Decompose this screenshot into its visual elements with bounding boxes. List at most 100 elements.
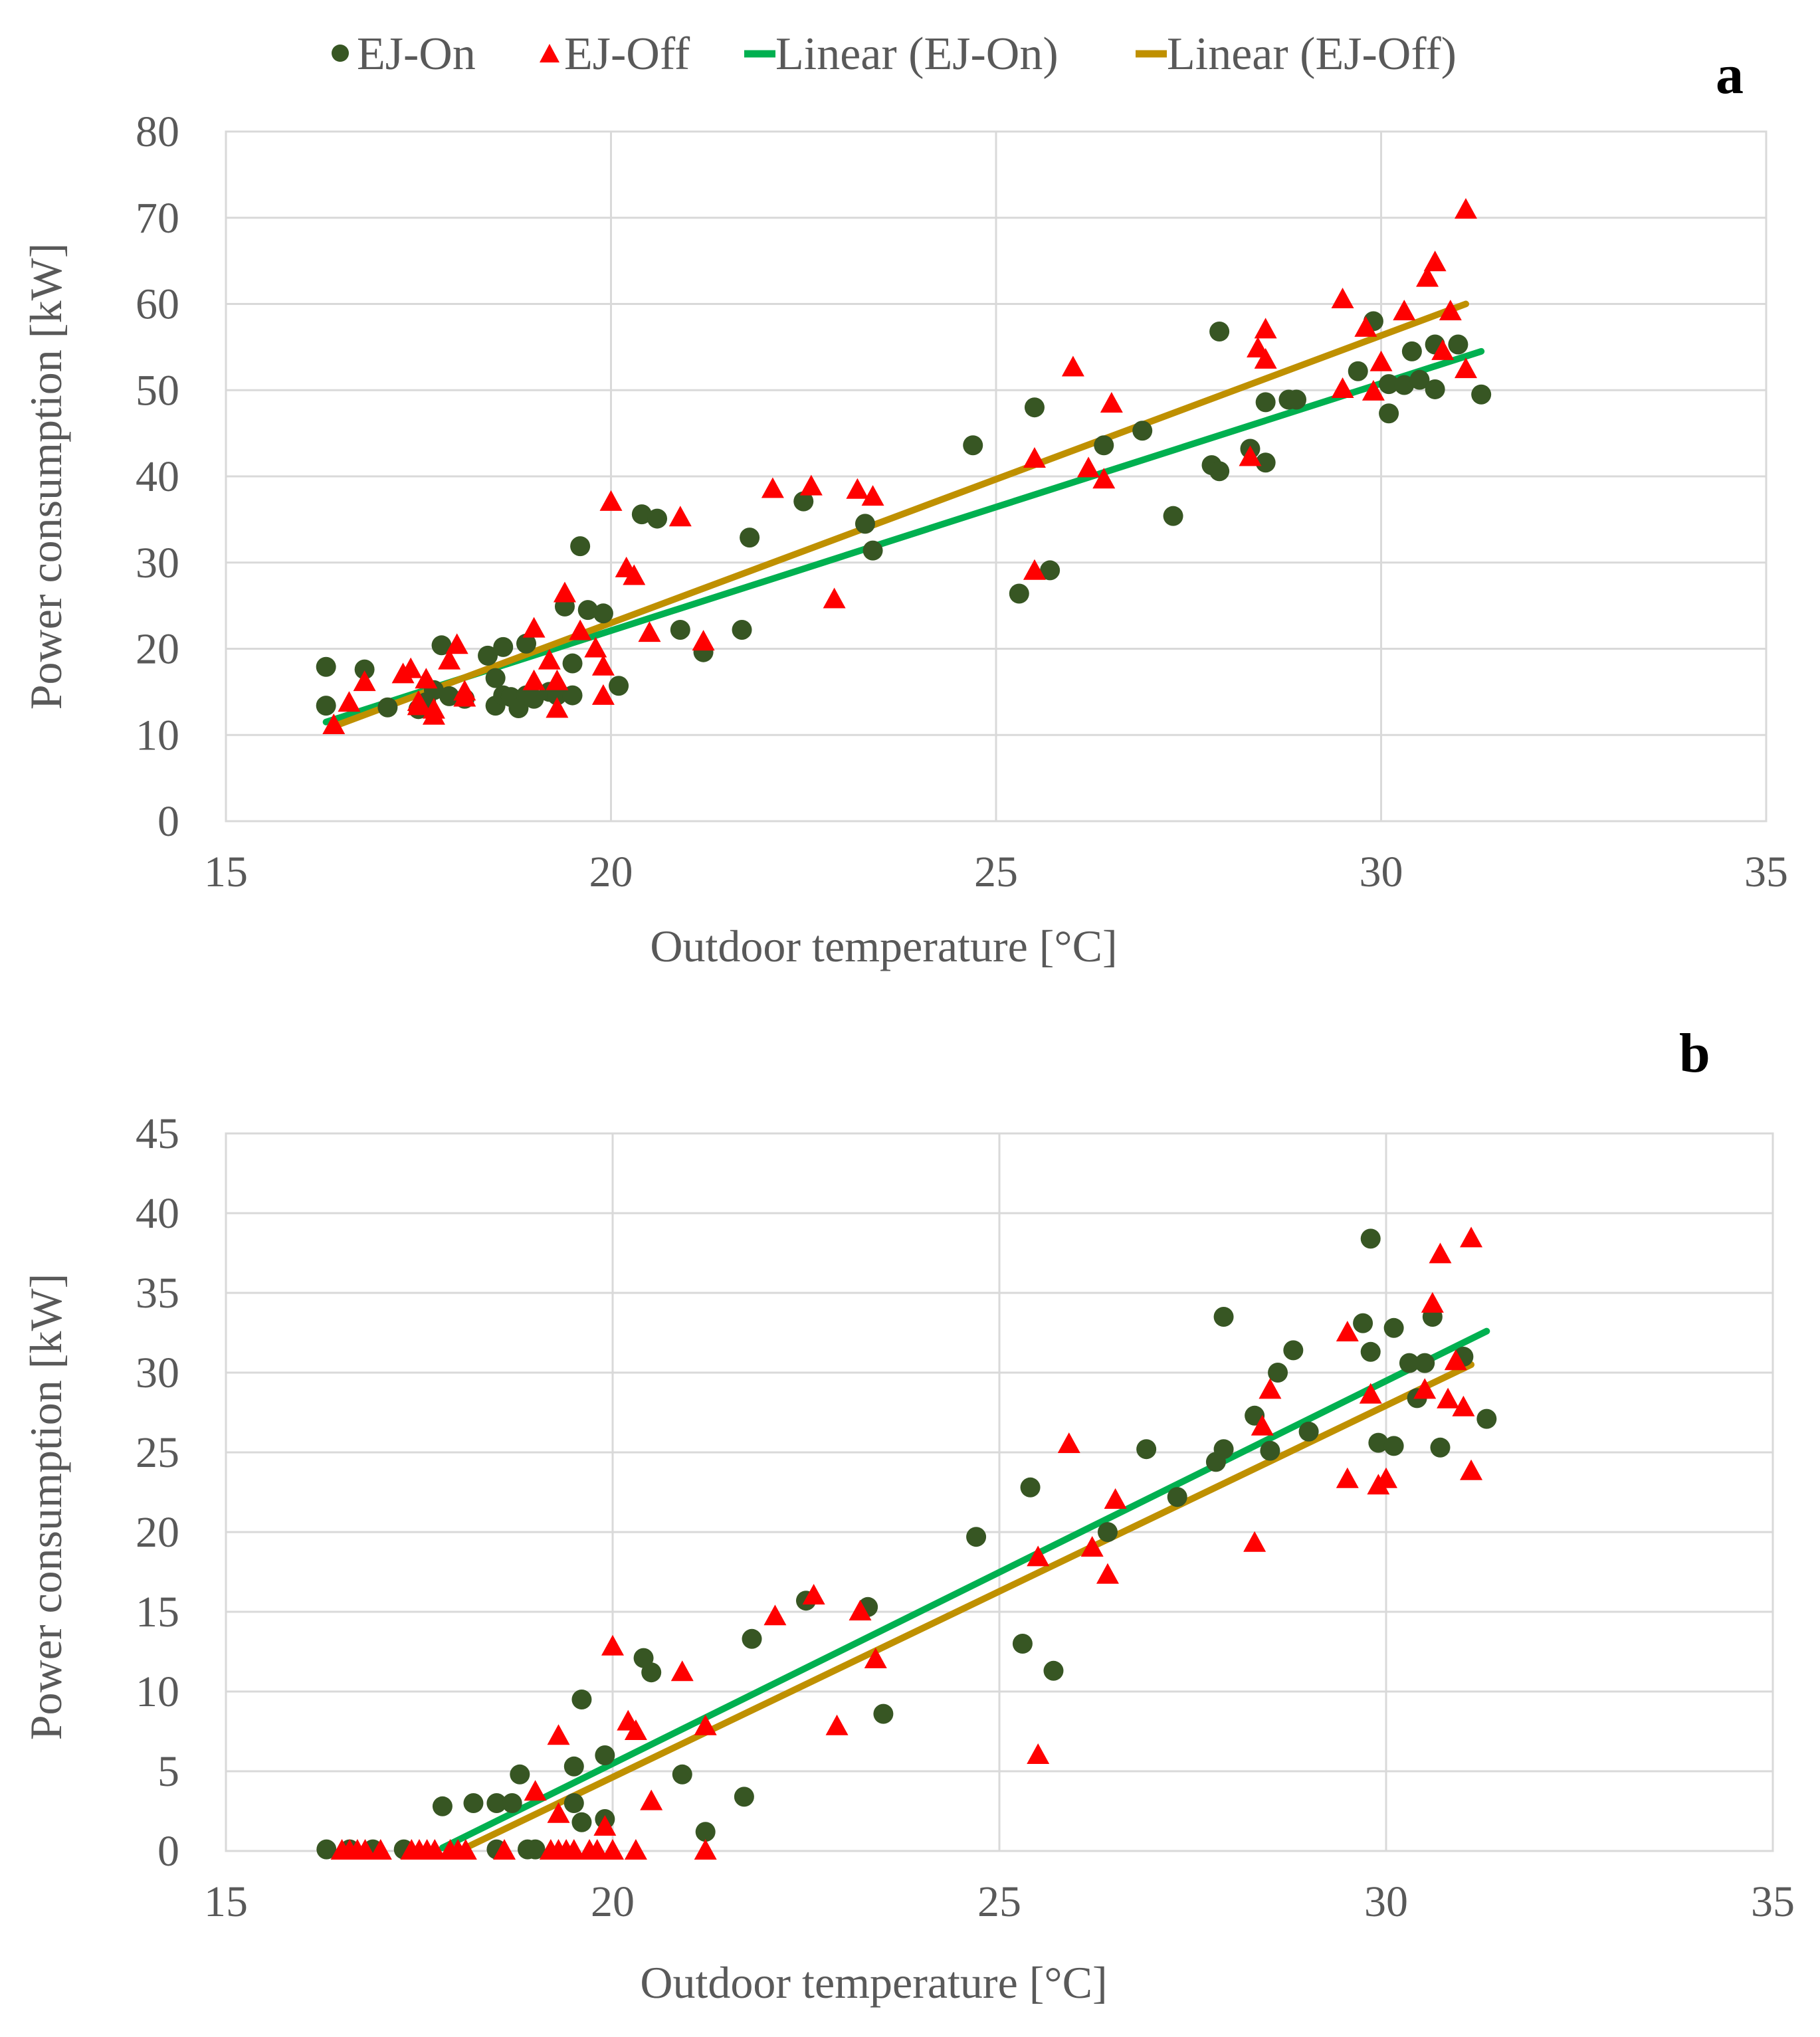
point-ej-on xyxy=(354,659,375,680)
point-ej-on xyxy=(547,685,567,706)
point-ej-on xyxy=(1430,1437,1451,1458)
point-ej-off xyxy=(1027,1743,1050,1764)
point-ej-on xyxy=(1213,1307,1234,1327)
point-ej-off xyxy=(538,648,561,670)
point-ej-off xyxy=(1429,1242,1452,1264)
point-ej-off xyxy=(1452,1395,1475,1416)
point-ej-on xyxy=(1409,369,1430,390)
point-ej-off xyxy=(1259,1378,1282,1399)
trendline-ej-on-b xyxy=(439,1327,1490,1852)
point-ej-on xyxy=(571,1690,592,1709)
point-ej-on xyxy=(563,1756,584,1777)
point-ej-on xyxy=(432,1796,453,1816)
point-ej-off xyxy=(638,621,661,642)
x-tick-label: 20 xyxy=(591,1878,635,1926)
point-ej-off xyxy=(1092,468,1116,489)
point-ej-on xyxy=(1379,403,1399,424)
point-ej-off xyxy=(601,1839,624,1860)
point-ej-on xyxy=(1020,1477,1041,1498)
point-ej-on xyxy=(734,1787,754,1807)
point-ej-off xyxy=(1460,1459,1483,1480)
point-ej-off xyxy=(445,633,468,654)
point-ej-off xyxy=(599,490,623,511)
point-ej-on xyxy=(1353,1313,1373,1333)
point-ej-on xyxy=(1132,421,1153,441)
point-ej-on xyxy=(1368,1432,1389,1453)
legend-marker-ej-on xyxy=(332,45,349,62)
point-ej-off xyxy=(861,485,884,506)
point-ej-on xyxy=(1209,461,1230,482)
point-ej-off xyxy=(522,669,546,690)
point-ej-off xyxy=(1254,318,1277,339)
point-ej-on xyxy=(1383,1436,1404,1456)
point-ej-on xyxy=(1448,334,1468,355)
point-ej-on xyxy=(1012,1634,1033,1654)
point-ej-off xyxy=(692,630,715,651)
point-ej-off xyxy=(591,654,615,676)
point-ej-on xyxy=(563,1793,584,1813)
point-ej-off xyxy=(522,617,546,638)
point-ej-on xyxy=(1383,1317,1404,1338)
point-ej-off xyxy=(1444,1349,1467,1371)
point-ej-on xyxy=(862,540,883,561)
point-ej-off xyxy=(825,1714,849,1735)
point-ej-off xyxy=(1460,1226,1483,1248)
y-tick-label: 80 xyxy=(136,108,179,156)
point-ej-off xyxy=(694,1839,717,1860)
point-ej-off xyxy=(1104,1488,1127,1509)
panel-letter-b: b xyxy=(1679,1022,1710,1084)
y-axis-title-b: Power consumption [kW] xyxy=(21,1274,71,1741)
point-ej-off xyxy=(354,1839,377,1860)
point-ej-off xyxy=(802,1584,825,1604)
legend-label-linear-ej-off: Linear (EJ-Off) xyxy=(1167,29,1457,80)
point-ej-off xyxy=(422,704,445,725)
point-ej-off xyxy=(407,690,430,711)
x-tick-label: 30 xyxy=(1364,1878,1408,1926)
point-ej-off xyxy=(1080,1536,1104,1557)
point-ej-on xyxy=(562,653,583,674)
point-ej-off xyxy=(454,1839,477,1860)
point-ej-on xyxy=(1255,452,1276,473)
point-ej-off xyxy=(1454,357,1477,379)
chart-panel-b: b 0 5 10 15 20 25 30 35 40 45 15 20 25 30 35 Outdoor t… xyxy=(21,1022,1795,2008)
y-tick-label: 60 xyxy=(136,280,179,329)
point-ej-off xyxy=(585,1839,609,1860)
point-ej-on xyxy=(1379,374,1399,395)
y-tick-label: 20 xyxy=(136,625,179,674)
point-ej-on xyxy=(1360,1341,1381,1362)
point-ej-on xyxy=(463,1793,484,1813)
legend-label-ej-off: EJ-Off xyxy=(564,29,690,80)
point-ej-off xyxy=(547,1802,570,1823)
point-ej-on xyxy=(439,686,460,706)
point-ej-off xyxy=(1354,316,1377,337)
point-ej-off xyxy=(846,478,869,499)
point-ej-off xyxy=(1251,1414,1274,1436)
point-ej-off xyxy=(668,506,692,527)
point-ej-off xyxy=(569,619,592,640)
point-ej-off xyxy=(864,1648,887,1668)
x-tick-label: 25 xyxy=(974,848,1018,896)
y-tick-label: 20 xyxy=(136,1508,179,1557)
point-ej-off xyxy=(1057,1432,1080,1453)
point-ej-on xyxy=(1213,1439,1234,1460)
x-tick-label: 35 xyxy=(1751,1878,1795,1926)
point-ej-on xyxy=(316,656,336,677)
point-ej-on xyxy=(1425,379,1445,399)
point-ej-on xyxy=(855,514,875,534)
point-ej-on xyxy=(1255,392,1276,413)
point-ej-off xyxy=(546,697,569,718)
point-ej-off xyxy=(1023,447,1046,468)
y-tick-label: 10 xyxy=(136,1668,179,1716)
legend-marker-ej-off xyxy=(540,44,559,62)
point-ej-on xyxy=(1283,1340,1304,1361)
point-ej-off xyxy=(584,636,607,658)
x-axis-title-a: Outdoor temperature [°C] xyxy=(650,921,1117,971)
x-tick-label: 25 xyxy=(977,1878,1021,1926)
x-tick-label: 30 xyxy=(1360,848,1403,896)
point-ej-off xyxy=(524,1780,547,1801)
point-ej-off xyxy=(1027,1545,1050,1567)
point-ej-on xyxy=(1401,341,1422,361)
y-axis-title-a: Power consumption [kW] xyxy=(21,243,71,710)
point-ej-on xyxy=(672,1764,692,1785)
point-ej-on xyxy=(963,435,983,456)
